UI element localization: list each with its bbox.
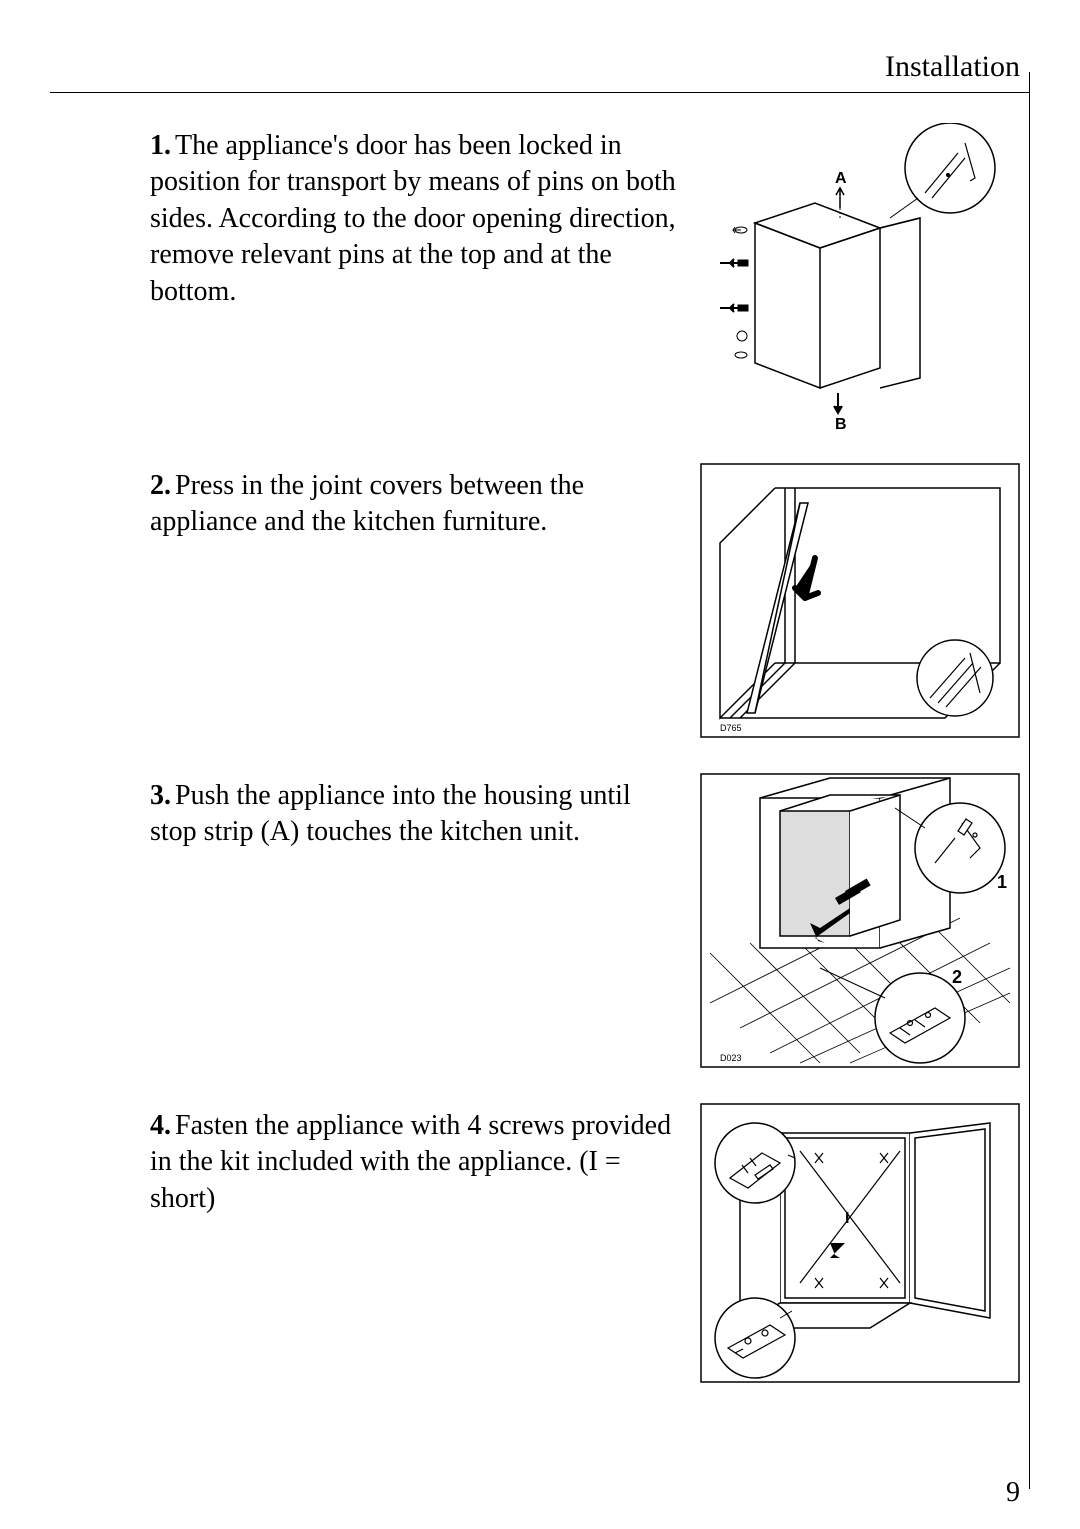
step-1-text: 1. The appliance's door has been locked …	[150, 123, 700, 310]
header-title: Installation	[885, 50, 1020, 83]
figure-3-label-1: 1	[997, 872, 1007, 892]
figure-3-code: D023	[720, 1053, 742, 1063]
step-2-text: 2. Press in the joint covers between the…	[150, 463, 700, 541]
step-4-number: 4.	[150, 1110, 171, 1141]
figure-1-svg: A B	[700, 123, 1020, 433]
step-3: 3. Push the appliance into the housing u…	[150, 773, 1020, 1073]
step-1-body: The appliance's door has been locked in …	[150, 130, 676, 307]
step-3-figure: 1 2 D023	[700, 773, 1020, 1068]
figure-2-code: D765	[720, 723, 742, 733]
figure-4-svg: I	[700, 1103, 1020, 1383]
figure-1-label-b: B	[835, 416, 847, 433]
right-border-line	[1029, 72, 1031, 1489]
figure-1-label-a: A	[835, 170, 847, 187]
step-3-text: 3. Push the appliance into the housing u…	[150, 773, 700, 851]
step-1-number: 1.	[150, 130, 171, 161]
step-1-figure: A B	[700, 123, 1020, 433]
step-4: 4. Fasten the appliance with 4 screws pr…	[150, 1103, 1020, 1393]
step-2-body: Press in the joint covers between the ap…	[150, 470, 584, 537]
step-1: 1. The appliance's door has been locked …	[150, 123, 1020, 433]
step-3-number: 3.	[150, 780, 171, 811]
figure-4-label-i: I	[845, 1210, 849, 1227]
step-3-body: Push the appliance into the housing unti…	[150, 780, 631, 847]
page-header: Installation	[50, 50, 1030, 93]
step-2: 2. Press in the joint covers between the…	[150, 463, 1020, 743]
page-container: Installation 1. The appliance's door has…	[0, 0, 1080, 1529]
figure-3-label-2: 2	[952, 967, 962, 987]
step-2-number: 2.	[150, 470, 171, 501]
step-4-figure: I	[700, 1103, 1020, 1383]
step-4-body: Fasten the appliance with 4 screws provi…	[150, 1110, 671, 1214]
figure-2-svg: D765	[700, 463, 1020, 738]
step-2-figure: D765	[700, 463, 1020, 738]
step-4-text: 4. Fasten the appliance with 4 screws pr…	[150, 1103, 700, 1217]
content-area: 1. The appliance's door has been locked …	[50, 123, 1030, 1393]
page-number: 9	[1006, 1477, 1020, 1509]
figure-3-svg: 1 2 D023	[700, 773, 1020, 1068]
